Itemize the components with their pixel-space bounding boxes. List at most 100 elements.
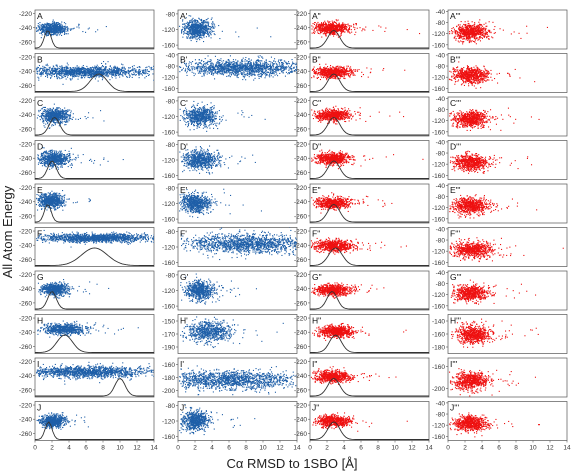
scatter-point (52, 71, 54, 73)
scatter-point (115, 70, 117, 72)
scatter-point (80, 69, 82, 71)
scatter-point (46, 73, 48, 75)
scatter-point (46, 71, 48, 73)
scatter-point (66, 73, 68, 75)
scatter-point (52, 156, 54, 158)
scatter-point (49, 201, 51, 203)
scatter-point (64, 111, 66, 113)
scatter-point (53, 112, 55, 114)
scatter-point (132, 237, 134, 239)
scatter-point (110, 73, 112, 75)
scatter-point (53, 70, 55, 72)
scatter-point (59, 69, 61, 71)
scatter-point (39, 69, 41, 71)
scatter-point (55, 122, 57, 124)
scatter-point (56, 155, 58, 157)
scatter-point (114, 235, 116, 237)
scatter-point (51, 198, 53, 200)
scatter-point (51, 158, 53, 160)
scatter-point (54, 161, 56, 163)
scatter-point (80, 71, 82, 73)
scatter-point (123, 66, 125, 68)
scatter-point (57, 113, 59, 115)
scatter-point (47, 155, 49, 157)
y-tick-label: -240 (19, 156, 32, 163)
scatter-point (92, 73, 94, 75)
scatter-point (71, 78, 73, 80)
scatter-point (71, 74, 73, 76)
scatter-point (68, 237, 70, 239)
scatter-point (48, 154, 50, 156)
scatter-point (56, 71, 58, 73)
scatter-point (93, 74, 95, 76)
scatter-point (151, 66, 153, 68)
scatter-point (39, 72, 41, 74)
scatter-point (84, 116, 86, 118)
scatter-point (55, 28, 57, 30)
scatter-point (45, 70, 47, 72)
scatter-point (49, 153, 51, 155)
scatter-point (71, 72, 73, 74)
scatter-point (57, 156, 59, 158)
scatter-point (56, 27, 58, 29)
scatter-point (112, 74, 114, 76)
scatter-point (50, 164, 52, 166)
scatter-point (111, 77, 113, 79)
scatter-point (99, 238, 101, 240)
scatter-point (63, 112, 65, 114)
scatter-point (78, 27, 80, 29)
scatter-point (92, 117, 94, 119)
scatter-point (115, 73, 117, 75)
scatter-point (76, 67, 78, 69)
scatter-point (65, 119, 67, 121)
scatter-point (140, 237, 142, 239)
scatter-point (115, 232, 117, 234)
scatter-point (168, 238, 169, 239)
scatter-point (39, 159, 41, 161)
scatter-point (37, 200, 39, 202)
scatter-point (53, 118, 55, 120)
scatter-point (60, 158, 62, 160)
scatter-point (101, 236, 103, 238)
scatter-point (142, 237, 144, 239)
scatter-point (91, 72, 93, 74)
scatter-point (173, 237, 174, 238)
scatter-point (77, 78, 79, 80)
scatter-point (60, 109, 62, 111)
scatter-point (54, 192, 56, 194)
scatter-point (67, 69, 69, 71)
scatter-point (39, 26, 41, 28)
scatter-point (46, 32, 48, 34)
scatter-point (67, 69, 69, 71)
scatter-point (58, 125, 60, 127)
scatter-point (42, 240, 44, 242)
scatter-point (86, 69, 88, 71)
scatter-point (69, 70, 71, 72)
scatter-point (120, 74, 122, 76)
scatter-point (65, 23, 67, 25)
scatter-point (70, 67, 72, 69)
scatter-point (146, 66, 148, 68)
scatter-point (135, 236, 137, 238)
scatter-point (69, 236, 71, 238)
scatter-point (47, 115, 49, 117)
scatter-point (85, 75, 87, 77)
scatter-point (119, 68, 121, 70)
scatter-point (53, 24, 55, 26)
scatter-point (114, 239, 116, 241)
scatter-point (143, 236, 145, 238)
scatter-point (42, 27, 44, 29)
scatter-point (66, 112, 68, 114)
scatter-point (51, 28, 53, 30)
scatter-point (44, 27, 46, 29)
scatter-point (45, 152, 47, 154)
scatter-point (57, 207, 59, 209)
scatter-point (39, 73, 41, 75)
scatter-point (52, 193, 54, 195)
scatter-point (95, 68, 97, 70)
scatter-point (65, 116, 67, 118)
scatter-point (47, 201, 49, 203)
scatter-point (43, 201, 45, 203)
scatter-point (40, 197, 42, 199)
scatter-point (41, 113, 43, 115)
